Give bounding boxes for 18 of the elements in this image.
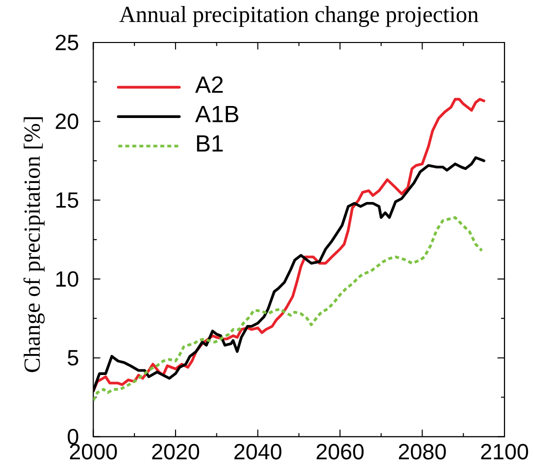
chart-title: Annual precipitation change projection [119, 6, 478, 27]
y-tick-label: 10 [56, 271, 78, 287]
y-tick-label: 15 [56, 192, 78, 208]
y-tick-label: 0 [68, 428, 78, 444]
y-tick-label: 5 [68, 350, 78, 366]
y-axis-title: Change of precipitation [%] [24, 117, 45, 372]
x-tick-label: 2040 [234, 444, 282, 460]
x-tick-label: 2060 [316, 444, 364, 460]
x-tick-label: 2020 [152, 444, 200, 460]
legend-label: B1 [197, 135, 223, 152]
y-tick-label: 20 [56, 114, 78, 130]
line-series [93, 216, 484, 402]
x-tick-label: 2080 [398, 444, 446, 460]
x-tick-label: 2100 [481, 444, 528, 460]
y-tick-label: 25 [56, 34, 78, 50]
legend-label: A2 [195, 76, 223, 93]
x-tick-label: 2000 [70, 444, 117, 460]
legend-label: A1B [195, 106, 238, 122]
